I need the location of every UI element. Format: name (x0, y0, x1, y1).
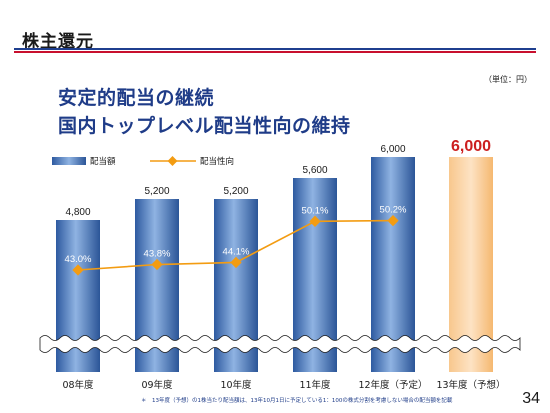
footnote: ＊ 13年度（予想）の1株当たり配当額は、13年10月1日に予定している1：10… (141, 398, 453, 404)
payout-ratio-point (387, 214, 399, 227)
bar-value-label: 6,000 (380, 144, 405, 155)
section-title: 株主還元 (22, 32, 94, 52)
bar-value-label: 5,200 (144, 186, 169, 197)
headline-line-1: 安定的配当の継続 (58, 87, 215, 109)
category-label: 11年度 (299, 379, 331, 391)
payout-ratio-label: 50.2% (380, 205, 407, 216)
category-label: 09年度 (141, 379, 173, 391)
payout-ratio-label: 44.1% (223, 246, 250, 257)
unit-note: （単位：円） (484, 75, 532, 84)
title-rule-red (14, 51, 536, 53)
category-label: 08年度 (62, 379, 94, 391)
title-rule-blue (14, 48, 536, 50)
legend-bar-swatch (52, 157, 86, 165)
category-label: 12年度（予定） (358, 379, 427, 391)
bar-value-label: 4,800 (65, 207, 90, 218)
legend-bar-label: 配当額 (90, 156, 116, 167)
legend-line-label: 配当性向 (200, 156, 234, 167)
payout-ratio-label: 43.8% (144, 249, 171, 260)
axis-break-band (39, 335, 521, 353)
category-label: 10年度 (220, 379, 252, 391)
legend-line-marker (167, 156, 178, 166)
headline-line-2: 国内トップレベル配当性向の維持 (58, 115, 351, 137)
payout-ratio-point (151, 258, 163, 271)
bar-value-label: 6,000 (451, 138, 491, 155)
payout-ratio-label: 43.0% (65, 254, 92, 265)
category-label: 13年度（予想） (436, 379, 505, 391)
payout-ratio-point (309, 215, 321, 227)
payout-ratio-point (230, 256, 242, 269)
bar-value-label: 5,200 (223, 186, 248, 197)
page-number: 34 (522, 390, 540, 407)
payout-ratio-label: 50.1% (302, 205, 329, 216)
bar-value-label: 5,600 (302, 165, 327, 176)
